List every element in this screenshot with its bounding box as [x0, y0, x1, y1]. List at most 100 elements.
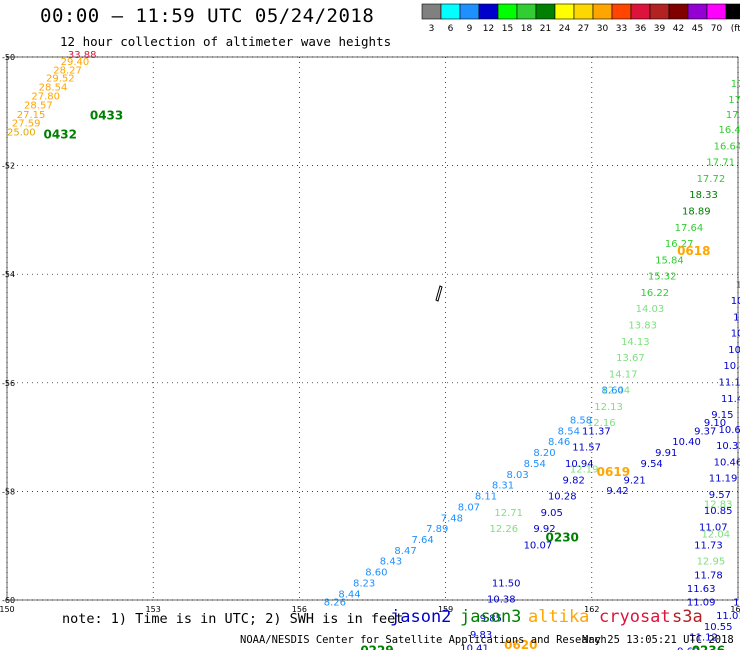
wave-height-label: 8.31 — [492, 481, 514, 492]
colorbar-label: 42 — [673, 24, 684, 34]
wave-height-label: 17.64 — [675, 223, 704, 234]
wave-height-label: 8.20 — [533, 448, 555, 459]
wave-height-label: 9.15 — [711, 410, 733, 421]
wave-height-label: 18.89 — [682, 206, 711, 217]
wave-height-label: 29.40 — [61, 57, 90, 68]
wave-height-label: 8.60 — [602, 386, 624, 397]
wave-height-label: 11.07 — [699, 522, 728, 533]
wave-height-label: 27.15 — [17, 110, 46, 121]
wave-height-label: 10. — [731, 329, 740, 340]
wave-height-label: 12.26 — [489, 524, 518, 535]
page-subtitle: 12 hour collection of altimeter wave hei… — [60, 34, 392, 49]
colorbar-label: 24 — [559, 24, 571, 34]
x-tick-label: 162 — [584, 605, 599, 614]
y-tick-label: -50 — [2, 53, 15, 62]
wave-height-label: 9.10 — [704, 418, 726, 429]
x-tick-label: 153 — [146, 605, 161, 614]
colorbar-swatch — [421, 3, 442, 20]
colorbar-label: 30 — [597, 24, 609, 34]
wave-height-label: 7.89 — [426, 524, 448, 535]
wave-height-label: 10.55 — [704, 622, 733, 633]
wave-height-label: 10.85 — [704, 506, 733, 517]
wave-height-label: 11.4 — [721, 394, 740, 405]
wave-height-label: 11.19 — [709, 474, 738, 485]
orbit-time-label: 0229 — [360, 643, 393, 650]
wave-height-label: 28.54 — [39, 83, 68, 94]
colorbar-label: 9 — [467, 24, 473, 34]
colorbar-label: 33 — [616, 24, 627, 34]
y-tick-label: -56 — [2, 379, 15, 388]
wave-height-label: 11.73 — [694, 540, 723, 551]
wave-height-label: 29.52 — [46, 73, 75, 84]
orbit-time-label: 0432 — [44, 127, 77, 141]
orbit-time-label: 0619 — [597, 465, 630, 479]
colorbar-swatch — [535, 3, 556, 20]
grid — [6, 56, 739, 601]
colorbar-swatch — [478, 3, 499, 20]
wave-height-label: 17. — [731, 79, 740, 90]
colorbar-swatch — [725, 3, 740, 20]
wave-height-label: 9.42 — [606, 486, 628, 497]
x-tick-label: 150 — [0, 605, 15, 614]
y-tick-label: -58 — [2, 487, 15, 496]
colorbar-label: 18 — [521, 24, 533, 34]
footer-source: NOAA/NESDIS Center for Satellite Applica… — [240, 634, 607, 646]
page-title: 00:00 – 11:59 UTC 05/24/2018 — [40, 5, 375, 27]
wave-height-label: 1 — [736, 280, 740, 291]
satellite-legend-item: jason2 — [390, 607, 452, 627]
colorbar-label: 3 — [429, 24, 435, 34]
wave-height-label: 12.19 — [570, 464, 599, 475]
x-tick-label: 156 — [292, 605, 307, 614]
wave-height-label: 17.72 — [697, 174, 726, 185]
colorbar-swatch — [687, 3, 708, 20]
wave-height-label: 8.47 — [394, 546, 416, 557]
wave-height-label: 11.01 — [716, 611, 740, 622]
wave-height-label: 7.64 — [411, 535, 433, 546]
wave-height-label: 15.32 — [648, 272, 677, 283]
satellite-legend-item: altika — [528, 607, 590, 627]
wave-height-label: 14.13 — [621, 337, 650, 348]
y-tick-label: -54 — [2, 270, 15, 279]
wave-height-label: 27.59 — [12, 119, 41, 130]
wave-height-label: 11.63 — [687, 584, 716, 595]
wave-height-label: 9.85 — [480, 614, 502, 625]
satellite-legend-item: jason3 — [460, 607, 522, 627]
wave-height-labels: 25.0027.5927.1528.5727.8028.5429.5228.27… — [7, 50, 740, 650]
colorbar-label: 12 — [483, 24, 494, 34]
colorbar-swatch — [706, 3, 727, 20]
wave-height-label: 9.05 — [541, 508, 563, 519]
wave-height-label: 7.48 — [441, 513, 463, 524]
x-tick-label: 159 — [438, 605, 453, 614]
wave-height-label: 16.41 — [719, 125, 740, 136]
wave-height-label: 10.41 — [460, 644, 489, 650]
wave-height-label: 10.4 — [723, 361, 740, 372]
wave-height-label: 15.84 — [655, 255, 684, 266]
wave-height-label: 8.54 — [524, 459, 546, 470]
wave-height-label: 10.07 — [524, 540, 553, 551]
satellite-legend-item: cryosat — [599, 607, 671, 627]
footer-timestamp: May 25 13:05:21 UTC 2018 — [582, 634, 734, 646]
wave-height-label: 33.88 — [68, 50, 97, 61]
wave-height-label: 9.62 — [677, 646, 699, 650]
wave-height-label: 11.50 — [492, 578, 521, 589]
y-tick-label: -60 — [2, 596, 15, 605]
wave-height-label: 10.63 — [719, 425, 740, 436]
orbit-time-label: 0236 — [692, 643, 725, 650]
colorbar-swatch — [516, 3, 537, 20]
wave-height-label: 8.44 — [338, 589, 360, 600]
colorbar-label: 15 — [502, 24, 513, 34]
wave-height-label: 8.07 — [458, 502, 480, 513]
colorbar-label: 39 — [654, 24, 666, 34]
axis-ticks: 150 153 156 159 162 165 -50 -52 -54 -56 -58 -60 — [0, 53, 740, 614]
wave-height-label: 9.21 — [623, 475, 645, 486]
wave-height-label: 10.28 — [548, 492, 577, 503]
colorbar-swatch — [440, 3, 461, 20]
wave-height-label: 16.27 — [665, 239, 694, 250]
wave-height-label: 28.27 — [53, 65, 82, 76]
wave-height-label: 25.00 — [7, 128, 36, 139]
wave-height-label: 28.57 — [24, 101, 53, 112]
wave-height-label: 9.37 — [694, 426, 716, 437]
wave-height-label: 17.8 — [726, 110, 740, 121]
